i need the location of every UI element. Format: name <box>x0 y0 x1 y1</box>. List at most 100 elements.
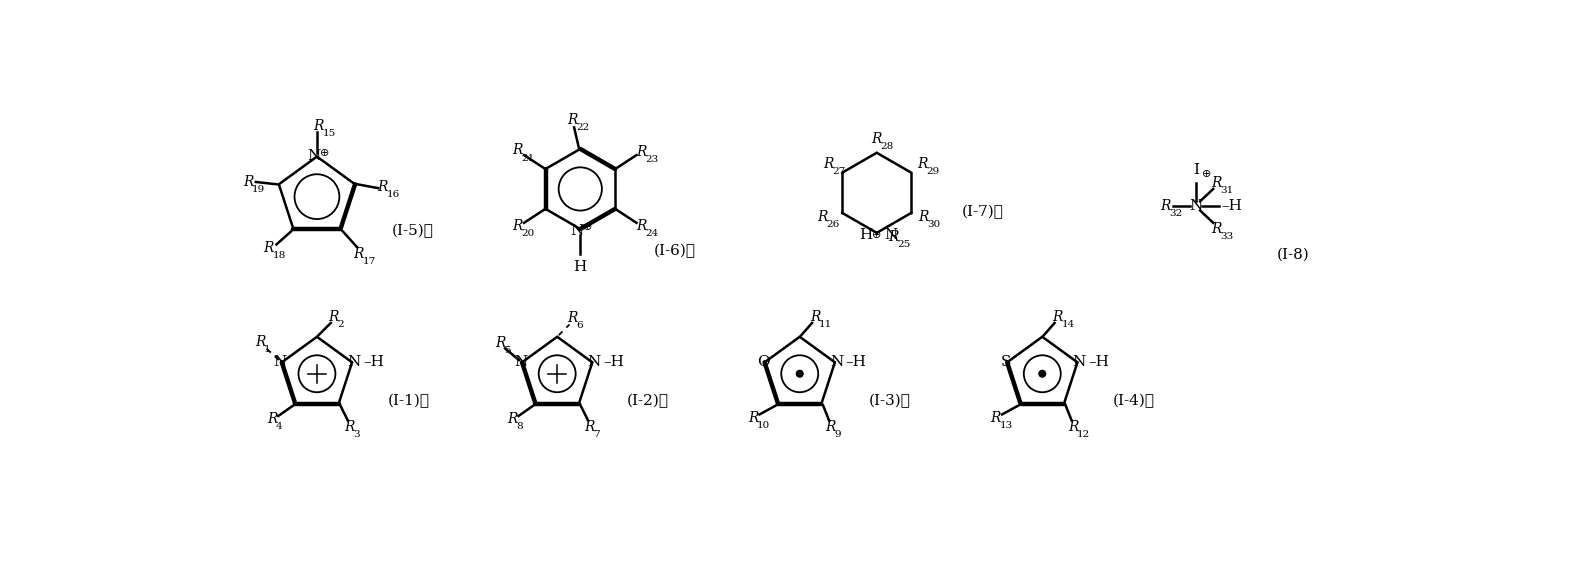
Text: R: R <box>513 219 524 233</box>
Text: (I-2)、: (I-2)、 <box>627 394 669 408</box>
Text: N: N <box>885 228 898 242</box>
Text: 27: 27 <box>833 166 845 176</box>
Text: 18: 18 <box>272 251 287 260</box>
Text: 16: 16 <box>387 190 400 200</box>
Text: 11: 11 <box>818 320 833 329</box>
Text: R: R <box>377 180 388 194</box>
Text: R: R <box>635 145 646 159</box>
Text: R: R <box>990 411 1001 425</box>
Text: R: R <box>584 420 595 434</box>
Text: 4: 4 <box>275 422 283 431</box>
Text: R: R <box>344 420 355 434</box>
Text: –H: –H <box>363 354 384 368</box>
Text: N: N <box>570 223 584 238</box>
Text: ⊕: ⊕ <box>320 148 330 158</box>
Text: H: H <box>858 228 872 242</box>
Text: H: H <box>573 260 587 274</box>
Text: 2: 2 <box>338 320 344 329</box>
Text: N: N <box>347 354 360 368</box>
Text: I: I <box>1194 164 1199 177</box>
Text: 29: 29 <box>927 166 939 176</box>
Text: R: R <box>1161 199 1170 213</box>
Text: R: R <box>871 132 882 146</box>
Text: S: S <box>1001 354 1011 368</box>
Text: N: N <box>1073 354 1086 368</box>
Text: 22: 22 <box>576 123 589 132</box>
Text: R: R <box>353 246 365 260</box>
Text: R: R <box>567 311 578 325</box>
Text: R: R <box>513 143 524 157</box>
Text: R: R <box>314 119 323 133</box>
Circle shape <box>1040 371 1046 377</box>
Text: (I-8): (I-8) <box>1277 248 1310 262</box>
Text: R: R <box>917 157 928 171</box>
Text: 12: 12 <box>1078 430 1091 439</box>
Text: 20: 20 <box>522 229 535 238</box>
Text: N: N <box>829 354 844 368</box>
Text: 10: 10 <box>758 420 771 430</box>
Text: (I-7)或: (I-7)或 <box>962 205 1003 219</box>
Text: N: N <box>514 354 527 368</box>
Text: R: R <box>1212 176 1221 190</box>
Text: R: R <box>328 310 339 324</box>
Text: ⊕: ⊕ <box>872 230 882 240</box>
Text: R: R <box>825 420 836 434</box>
Text: 21: 21 <box>522 154 535 162</box>
Text: R: R <box>508 412 517 426</box>
Text: (I-3)、: (I-3)、 <box>869 394 911 408</box>
Text: –H: –H <box>1221 199 1242 213</box>
Text: R: R <box>1212 222 1221 236</box>
Text: R: R <box>267 412 277 426</box>
Text: N: N <box>1189 199 1204 213</box>
Text: 9: 9 <box>834 430 841 439</box>
Text: 32: 32 <box>1170 209 1183 218</box>
Text: 13: 13 <box>1000 420 1013 430</box>
Text: 3: 3 <box>353 430 360 439</box>
Text: (I-4)、: (I-4)、 <box>1113 394 1156 408</box>
Text: ⊕: ⊕ <box>583 222 592 231</box>
Text: R: R <box>264 241 274 255</box>
Text: 1: 1 <box>264 345 271 354</box>
Text: R: R <box>748 411 759 425</box>
Text: N: N <box>274 354 287 368</box>
Circle shape <box>796 371 802 377</box>
Text: –H: –H <box>1089 354 1110 368</box>
Text: 28: 28 <box>880 142 893 151</box>
Text: R: R <box>255 335 266 349</box>
Text: N: N <box>307 149 320 163</box>
Text: R: R <box>823 157 834 171</box>
Text: R: R <box>495 336 506 350</box>
Text: 31: 31 <box>1219 186 1234 195</box>
Text: 19: 19 <box>252 185 266 194</box>
Text: 5: 5 <box>505 346 511 355</box>
Text: O: O <box>758 354 771 368</box>
Text: –H: –H <box>845 354 866 368</box>
Text: R: R <box>888 230 899 244</box>
Text: R: R <box>1052 310 1063 324</box>
Text: R: R <box>567 113 578 126</box>
Text: R: R <box>817 210 828 224</box>
Text: 30: 30 <box>928 220 941 229</box>
Text: 25: 25 <box>898 240 911 249</box>
Text: 15: 15 <box>322 129 336 138</box>
Text: (I-6)、: (I-6)、 <box>653 244 696 258</box>
Text: R: R <box>635 219 646 233</box>
Text: R: R <box>919 210 930 224</box>
Text: –H: –H <box>603 354 624 368</box>
Text: 7: 7 <box>594 430 600 439</box>
Text: (I-1)、: (I-1)、 <box>388 394 430 408</box>
Text: 24: 24 <box>645 229 657 238</box>
Text: 26: 26 <box>826 220 839 229</box>
Text: 17: 17 <box>363 257 376 266</box>
Text: 23: 23 <box>645 155 657 164</box>
Text: R: R <box>1068 420 1078 434</box>
Text: 14: 14 <box>1062 320 1075 329</box>
Text: (I-5)、: (I-5)、 <box>392 224 433 238</box>
Text: R: R <box>244 175 253 189</box>
Text: 6: 6 <box>576 321 583 331</box>
Text: ⊕: ⊕ <box>1202 169 1212 179</box>
Text: 8: 8 <box>516 422 522 431</box>
Text: R: R <box>810 310 820 324</box>
Text: 33: 33 <box>1219 232 1234 241</box>
Text: N: N <box>587 354 600 368</box>
